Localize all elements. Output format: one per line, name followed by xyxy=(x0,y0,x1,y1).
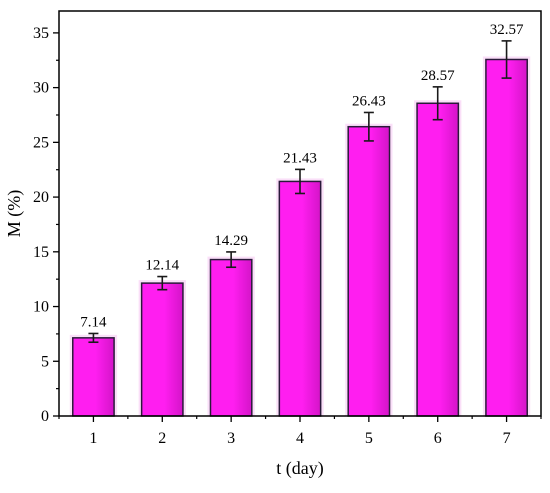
error-bars-layer xyxy=(88,40,512,344)
x-axis-title: t (day) xyxy=(276,458,323,479)
data-label-day-4: 21.43 xyxy=(283,150,317,166)
bar-day-2 xyxy=(140,282,184,417)
bar-day-1 xyxy=(72,337,115,417)
data-label-day-3: 14.29 xyxy=(214,233,248,249)
x-tick-label-2: 2 xyxy=(158,430,166,447)
bars-layer xyxy=(69,56,531,417)
error-bar-day-2 xyxy=(157,275,168,291)
bar-day-4 xyxy=(278,180,322,417)
y-axis: 0 5 10 15 20 25 30 35 xyxy=(33,25,59,425)
y-tick-label-5: 5 xyxy=(41,353,49,370)
y-tick-label-35: 35 xyxy=(33,25,49,42)
y-tick-label-25: 25 xyxy=(33,134,49,151)
x-tick-label-6: 6 xyxy=(434,430,442,447)
x-tick-label-3: 3 xyxy=(227,430,235,447)
data-labels-layer: 7.14 12.14 14.29 21.43 26.43 28.57 32.57 xyxy=(80,22,524,331)
x-tick-label-5: 5 xyxy=(365,430,373,447)
error-bar-day-3 xyxy=(226,251,237,269)
data-label-day-2: 12.14 xyxy=(145,258,179,274)
data-label-day-1: 7.14 xyxy=(80,314,107,330)
bar-day-6 xyxy=(416,102,460,417)
y-tick-label-0: 0 xyxy=(41,408,49,425)
error-bar-day-6 xyxy=(432,86,443,121)
x-tick-label-4: 4 xyxy=(296,430,304,447)
bar-day-3 xyxy=(209,258,253,417)
bar-day-7 xyxy=(485,58,528,417)
error-bar-day-4 xyxy=(295,168,305,195)
x-tick-label-7: 7 xyxy=(503,430,511,447)
y-tick-label-30: 30 xyxy=(33,80,49,97)
data-label-day-6: 28.57 xyxy=(421,68,455,84)
data-label-day-5: 26.43 xyxy=(352,93,386,109)
error-bar-day-5 xyxy=(363,111,374,142)
y-tick-label-20: 20 xyxy=(33,189,49,206)
error-bar-day-1 xyxy=(88,332,99,344)
bar-day-5 xyxy=(347,125,391,417)
error-bar-day-7 xyxy=(501,40,512,79)
x-axis: 1 2 3 4 5 6 7 xyxy=(58,416,542,447)
y-axis-title: M (%) xyxy=(4,190,25,238)
y-tick-label-10: 10 xyxy=(33,299,49,316)
x-tick-label-1: 1 xyxy=(89,430,97,447)
data-label-day-7: 32.57 xyxy=(490,22,524,38)
y-tick-label-15: 15 xyxy=(33,244,49,261)
